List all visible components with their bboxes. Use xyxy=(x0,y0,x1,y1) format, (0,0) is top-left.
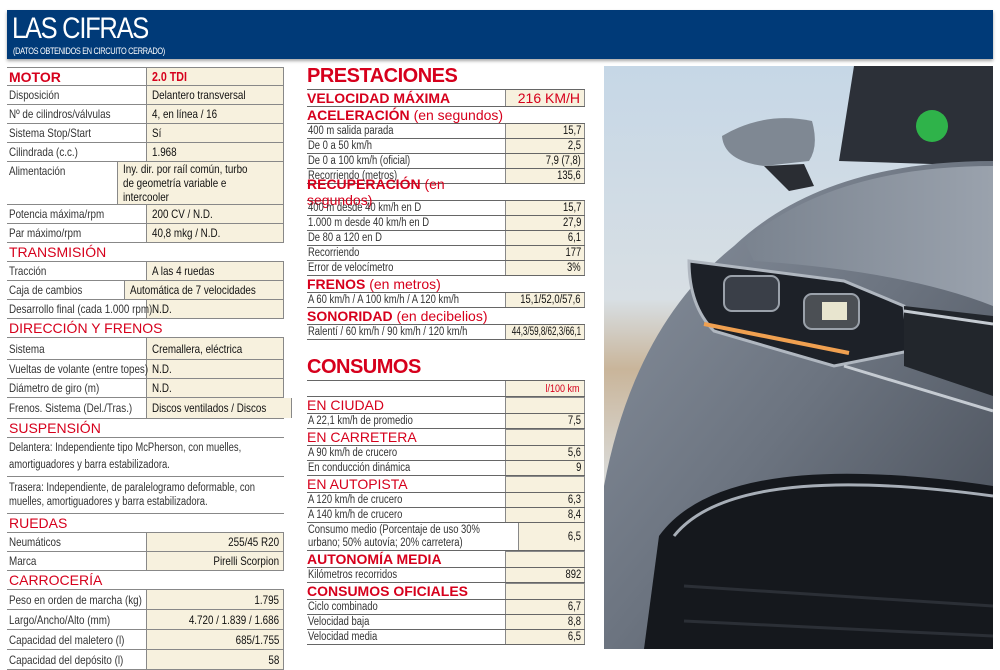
section-oficiales: CONSUMOS OFICIALES xyxy=(307,583,585,600)
table-row: Alimentación Iny. dir. por raíl común, tu… xyxy=(7,162,284,205)
table-row: Disposición Delantero transversal xyxy=(7,86,284,105)
table-row: Largo/Ancho/Alto (mm) 4.720 / 1.839 / 1.6… xyxy=(7,610,284,630)
prestaciones-title: PRESTACIONES xyxy=(307,65,458,87)
table-row: Neumáticos 255/45 R20 xyxy=(7,533,284,552)
car-headlight-photo xyxy=(604,66,993,649)
table-row: 400 m desde 40 km/h en D 15,7 xyxy=(307,201,585,216)
table-row: 1.000 m desde 40 km/h en D 27,9 xyxy=(307,216,585,231)
table-row: Cilindrada (c.c.) 1.968 xyxy=(7,143,284,162)
table-row: 400 m salida parada 15,7 xyxy=(307,124,585,139)
section-title-suspension: SUSPENSIÓN xyxy=(7,419,284,438)
section-title-transmision: TRANSMISIÓN xyxy=(7,243,284,262)
table-row: En conducción dinámica 9 xyxy=(307,461,585,476)
section-ciudad: EN CIUDAD xyxy=(307,397,585,414)
table-row: Ciclo combinado 6,7 xyxy=(307,600,585,615)
page-subtitle: (DATOS OBTENIDOS EN CIRCUITO CERRADO) xyxy=(13,46,165,56)
vmax-label: VELOCIDAD MÁXIMA xyxy=(307,90,451,106)
table-row: Vueltas de volante (entre topes) N.D. xyxy=(7,360,284,379)
motor-header-row: MOTOR 2.0 TDI xyxy=(7,67,284,86)
table-row: Recorriendo 177 xyxy=(307,246,585,261)
table-row: A 22,1 km/h de promedio 7,5 xyxy=(307,414,585,429)
table-row: Frenos. Sistema (Del./Tras.) Discos venti… xyxy=(7,398,293,419)
section-title-ruedas: RUEDAS xyxy=(7,514,284,533)
table-row: Sistema Cremallera, eléctrica xyxy=(7,338,284,360)
suspension-rear: Trasera: Independiente, de paralelogramo… xyxy=(7,477,284,514)
table-row: Diámetro de giro (m) N.D. xyxy=(7,379,284,398)
section-recuperacion: RECUPERACIÓN (en segundos) xyxy=(307,176,585,208)
suspension-front: Delantera: Independiente tipo McPherson,… xyxy=(7,438,284,477)
table-row: De 0 a 50 km/h 2,5 xyxy=(307,139,585,154)
consumos-title: CONSUMOS xyxy=(307,356,421,378)
vmax-value: 216 KM/H xyxy=(505,90,585,106)
section-carretera: EN CARRETERA xyxy=(307,429,585,446)
table-row: Peso en orden de marcha (kg) 1.795 xyxy=(7,590,284,610)
table-row: Kilómetros recorridos 892 xyxy=(307,568,585,583)
vmax-row: VELOCIDAD MÁXIMA 216 KM/H xyxy=(307,89,585,107)
table-row: Capacidad del depósito (l) 58 xyxy=(7,650,284,670)
section-title-carroceria: CARROCERÍA xyxy=(7,571,284,590)
motor-value: 2.0 TDI xyxy=(146,68,284,85)
consumos-unit-row: l/100 km xyxy=(307,380,585,397)
table-row: De 80 a 120 en D 6,1 xyxy=(307,231,585,246)
table-row: De 0 a 100 km/h (oficial) 7,9 (7,8) xyxy=(307,154,585,169)
table-row: Recorriendo (metros) 135,6 xyxy=(307,169,585,184)
page-title: LAS CIFRAS xyxy=(12,12,149,45)
table-row: Desarrollo final (cada 1.000 rpm) N.D. xyxy=(7,300,284,319)
table-row: A 120 km/h de crucero 6,3 xyxy=(307,493,585,508)
table-row: A 90 km/h de crucero 5,6 xyxy=(307,446,585,461)
table-row: Consumo medio (Porcentaje de uso 30% urb… xyxy=(307,523,585,551)
car-photo-illustration xyxy=(604,66,993,649)
table-row: Marca Pirelli Scorpion xyxy=(7,552,284,571)
section-frenos: FRENOS (en metros) xyxy=(307,276,585,293)
table-row: Velocidad baja 8,8 xyxy=(307,615,585,630)
section-sonoridad: SONORIDAD (en decibelios) xyxy=(307,308,585,325)
table-row: Potencia máxima/rpm 200 CV / N.D. xyxy=(7,205,284,224)
section-autopista: EN AUTOPISTA xyxy=(307,476,585,493)
section-autonomia: AUTONOMÍA MEDIA xyxy=(307,551,585,568)
section-aceleracion: ACELERACIÓN (en segundos) xyxy=(307,107,585,124)
table-row: A 140 km/h de crucero 8,4 xyxy=(307,508,585,523)
table-row: Error de velocímetro 3% xyxy=(307,261,585,276)
table-row: Nº de cilindros/válvulas 4, en línea / 16 xyxy=(7,105,284,124)
section-title-direccion: DIRECCIÓN Y FRENOS xyxy=(7,319,284,338)
table-row: Velocidad media 6,5 xyxy=(307,630,585,645)
header-banner: LAS CIFRAS (DATOS OBTENIDOS EN CIRCUITO … xyxy=(7,10,993,59)
table-row: Tracción A las 4 ruedas xyxy=(7,262,284,281)
table-row: Sistema Stop/Start Sí xyxy=(7,124,284,143)
table-row: A 60 km/h / A 100 km/h / A 120 km/h 15,1/… xyxy=(307,293,585,308)
specs-column: MOTOR 2.0 TDI Disposición Delantero trans… xyxy=(7,67,293,670)
performance-column: PRESTACIONES VELOCIDAD MÁXIMA 216 KM/H A… xyxy=(307,63,585,645)
table-row: Par máximo/rpm 40,8 mkg / N.D. xyxy=(7,224,284,243)
table-row: Capacidad del maletero (l) 685/1.755 xyxy=(7,630,284,650)
table-row: Caja de cambios Automática de 7 velocidad… xyxy=(7,281,284,300)
motor-title: MOTOR xyxy=(9,68,61,85)
table-row: Ralentí / 60 km/h / 90 km/h / 120 km/h 44… xyxy=(307,325,585,340)
